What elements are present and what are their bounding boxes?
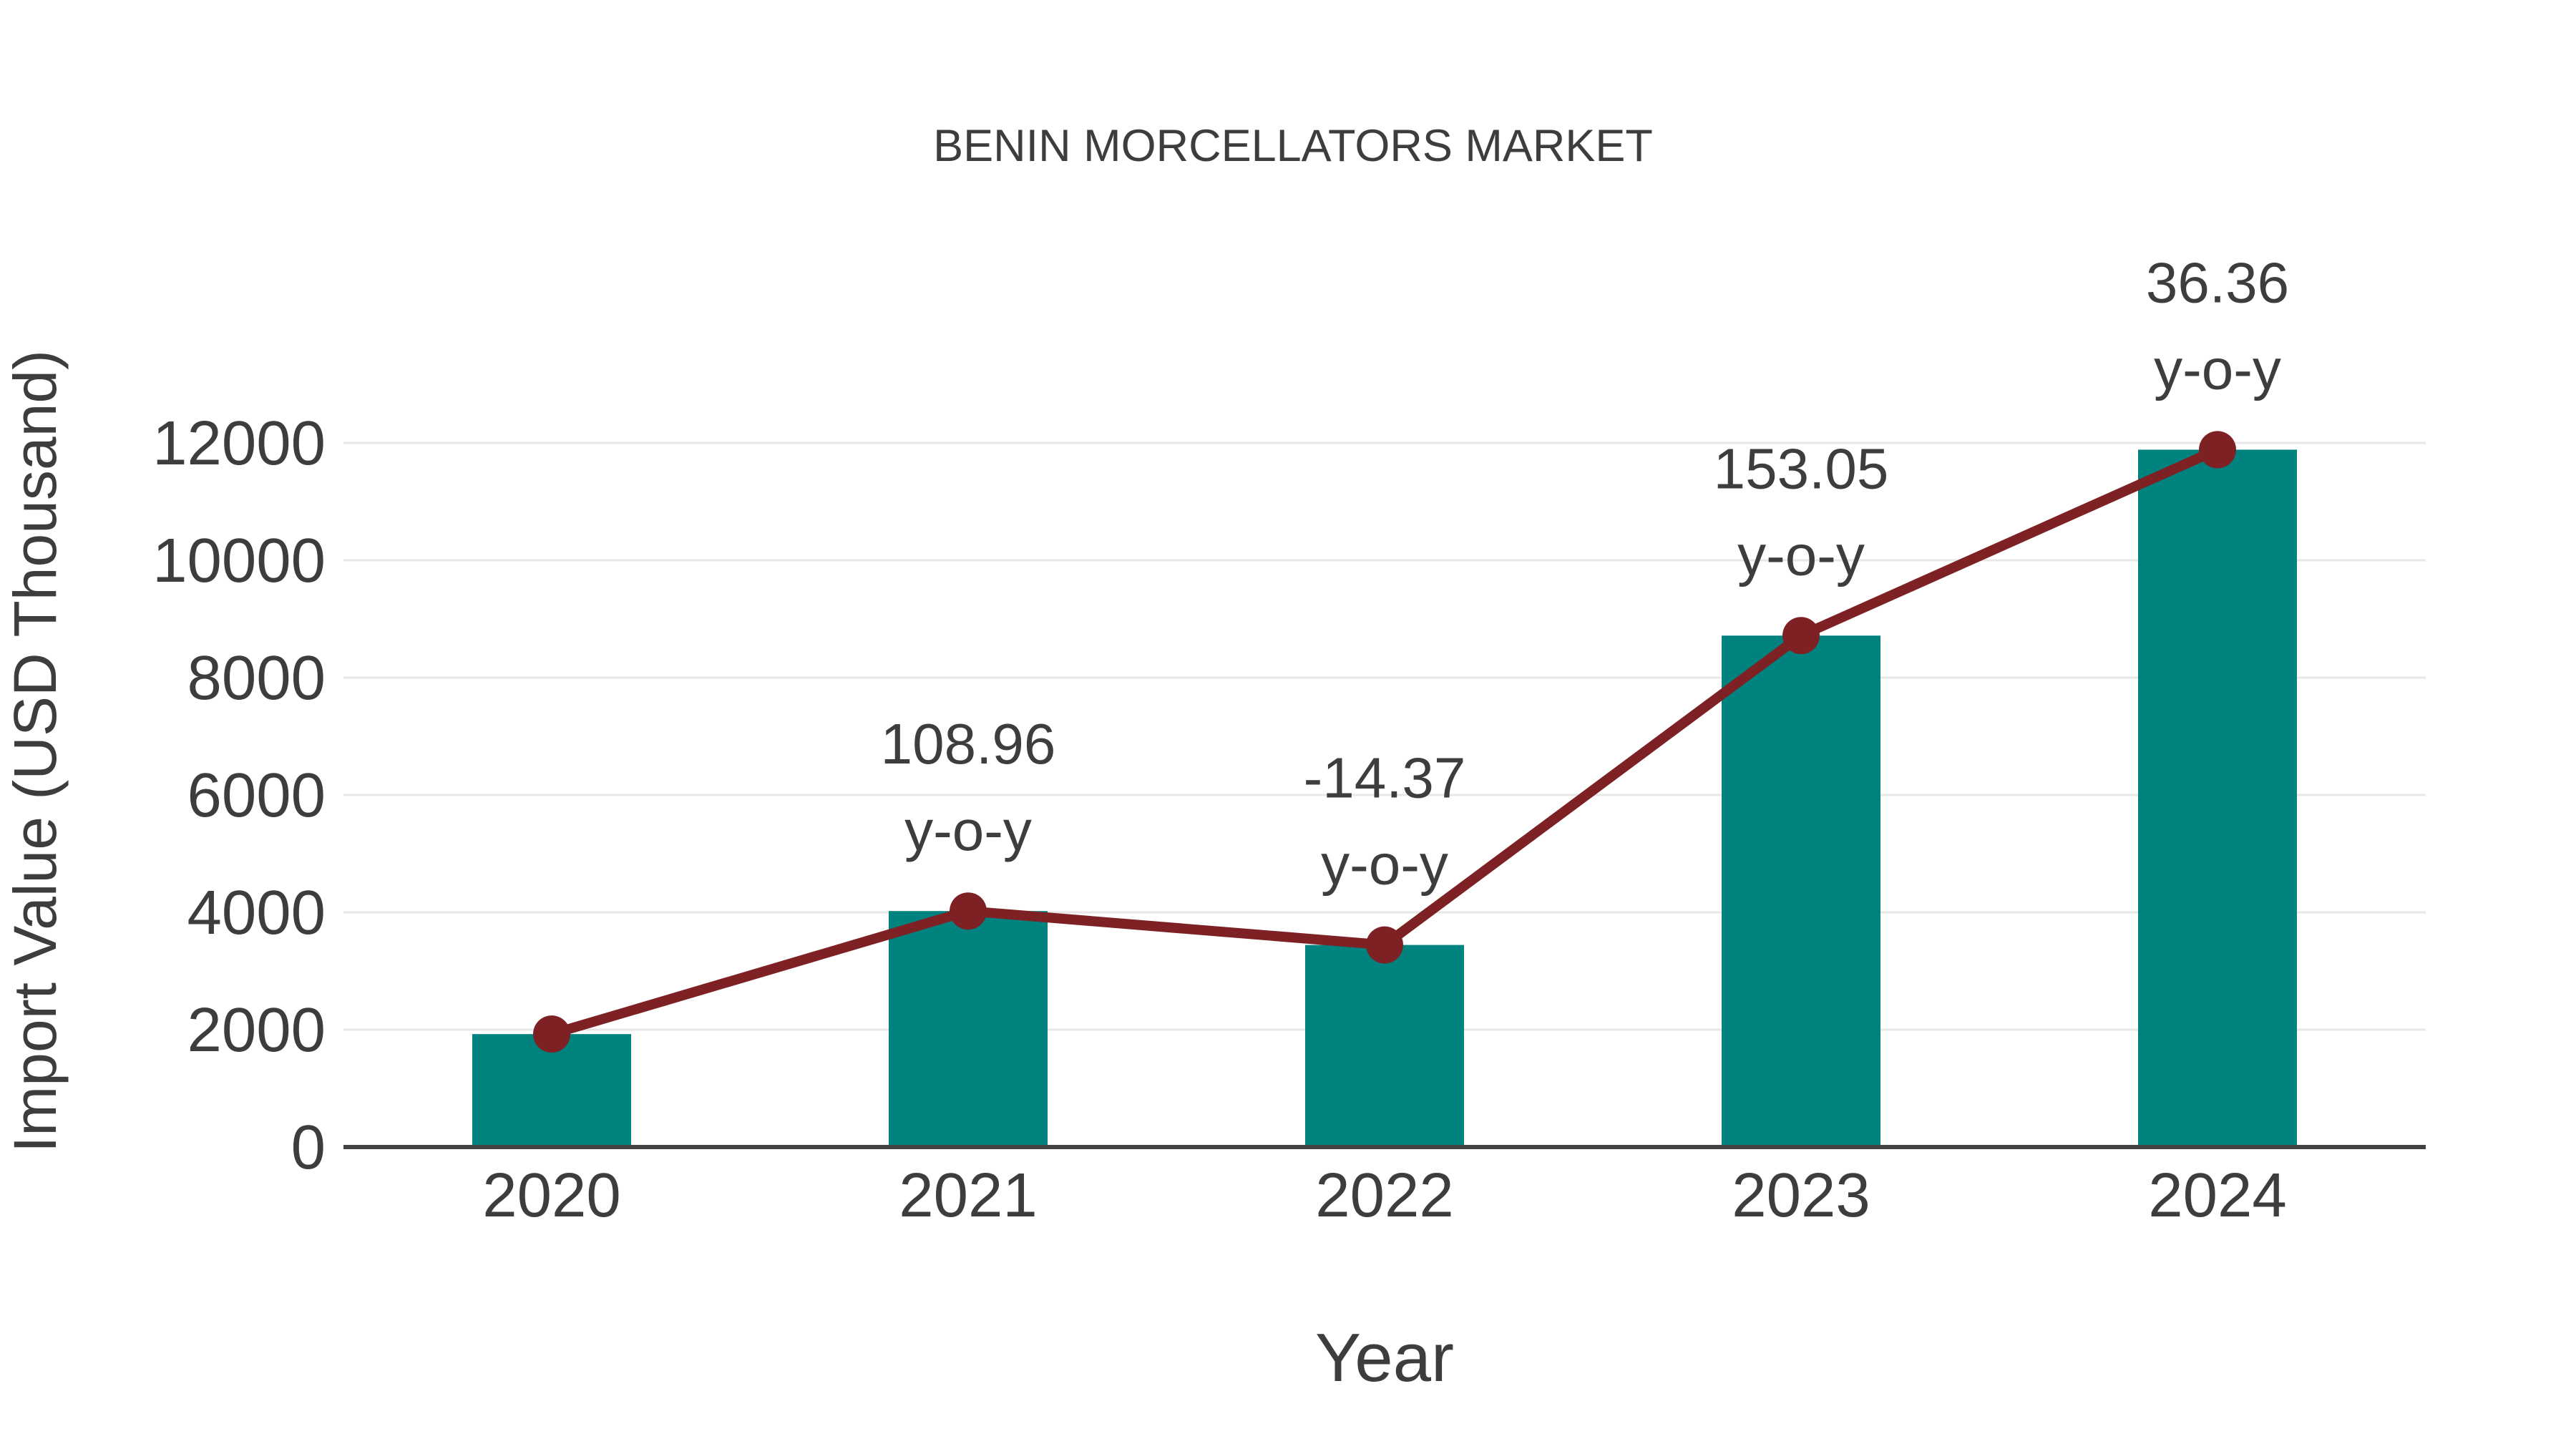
y-tick-label: 8000 bbox=[187, 643, 326, 713]
yoy-suffix: y-o-y bbox=[904, 799, 1032, 862]
x-tick-label: 2020 bbox=[482, 1161, 621, 1230]
yoy-value: 36.36 bbox=[2146, 250, 2289, 314]
marker-2021 bbox=[950, 892, 987, 930]
yoy-value: -14.37 bbox=[1304, 746, 1466, 810]
x-tick-label: 2023 bbox=[1732, 1161, 1870, 1230]
bar-2023 bbox=[1722, 635, 1880, 1147]
yoy-value: 153.05 bbox=[1714, 436, 1889, 500]
y-tick-label: 6000 bbox=[187, 761, 326, 830]
marker-2022 bbox=[1366, 926, 1403, 964]
bar-2020 bbox=[472, 1034, 631, 1147]
x-axis-title: Year bbox=[1315, 1319, 1454, 1396]
bar-2024 bbox=[2138, 449, 2297, 1147]
y-tick-label: 0 bbox=[291, 1113, 326, 1182]
yoy-suffix: y-o-y bbox=[2154, 337, 2281, 401]
yoy-value: 108.96 bbox=[881, 712, 1056, 776]
bars bbox=[472, 449, 2297, 1147]
marker-2024 bbox=[2199, 431, 2236, 469]
x-tick-label: 2024 bbox=[2148, 1161, 2287, 1230]
x-tick-label: 2022 bbox=[1315, 1161, 1454, 1230]
bar-2022 bbox=[1305, 945, 1464, 1147]
bar-2021 bbox=[889, 911, 1048, 1147]
x-tick-labels: 2020 2021 2022 2023 2024 bbox=[482, 1161, 2287, 1230]
y-tick-label: 4000 bbox=[187, 878, 326, 947]
y-axis-title: Import Value (USD Thousand) bbox=[1, 350, 69, 1153]
marker-2020 bbox=[533, 1015, 570, 1053]
x-tick-label: 2021 bbox=[899, 1161, 1038, 1230]
yoy-annotations: 108.96 y-o-y -14.37 y-o-y 153.05 y-o-y 36.36 y-… bbox=[881, 250, 2289, 896]
y-tick-label: 2000 bbox=[187, 995, 326, 1065]
gridlines bbox=[343, 441, 2426, 1031]
y-tick-label: 12000 bbox=[152, 409, 326, 478]
yoy-suffix: y-o-y bbox=[1737, 523, 1865, 587]
y-tick-labels: 0 2000 4000 6000 8000 10000 12000 bbox=[152, 409, 326, 1182]
y-tick-label: 10000 bbox=[152, 526, 326, 595]
trend-markers bbox=[533, 431, 2236, 1053]
chart-title: BENIN MORCELLATORS MARKET bbox=[933, 121, 1653, 171]
yoy-suffix: y-o-y bbox=[1321, 833, 1448, 897]
marker-2023 bbox=[1782, 617, 1820, 655]
